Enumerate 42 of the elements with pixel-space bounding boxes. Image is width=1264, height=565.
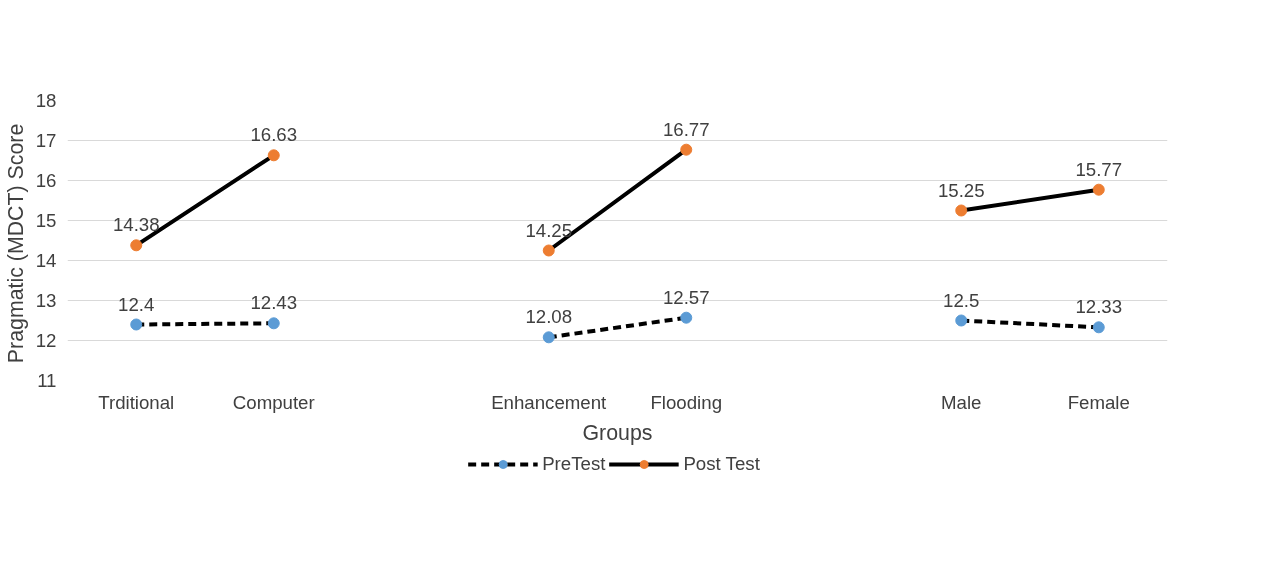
- y-tick-label: 11: [37, 370, 57, 391]
- data-label: 12.43: [250, 292, 298, 314]
- point: [955, 204, 968, 217]
- point: [267, 149, 280, 162]
- data-label: 12.5: [943, 289, 980, 311]
- point: [542, 331, 555, 344]
- point: [955, 314, 968, 327]
- x-tick-label: Enhancement: [491, 391, 608, 413]
- point: [680, 311, 693, 324]
- point: [680, 143, 693, 156]
- y-tick-label: 12: [35, 330, 57, 351]
- data-label: 16.63: [250, 124, 298, 146]
- y-axis-title: Pragmatic (MDCT) Score: [3, 123, 28, 364]
- y-tick-label: 13: [35, 290, 57, 311]
- data-label: 12.08: [525, 306, 573, 328]
- point: [1092, 183, 1105, 196]
- x-tick-label: Male: [941, 391, 982, 413]
- legend-label: Post Test: [683, 453, 760, 475]
- x-axis-title: Groups: [582, 420, 653, 445]
- data-label: 16.77: [662, 118, 710, 140]
- point: [542, 244, 555, 257]
- x-tick-label: Flooding: [650, 391, 723, 413]
- data-label: 14.25: [525, 219, 573, 241]
- x-tick-label: Computer: [232, 391, 315, 413]
- data-label: 12.33: [1075, 296, 1123, 318]
- point: [1092, 321, 1105, 334]
- point: [130, 318, 143, 331]
- y-tick-label: 16: [35, 170, 57, 191]
- y-tick-label: 18: [35, 90, 57, 111]
- x-tick-label: Female: [1067, 391, 1130, 413]
- y-tick-label: 14: [35, 250, 57, 271]
- legend-label: PreTest: [542, 453, 606, 475]
- point: [267, 317, 280, 330]
- data-label: 15.25: [937, 179, 985, 201]
- data-label: 15.77: [1075, 158, 1123, 180]
- data-label: 12.4: [118, 293, 155, 315]
- y-tick-label: 17: [35, 130, 57, 151]
- x-tick-label: Trditional: [98, 391, 175, 413]
- point: [130, 239, 143, 252]
- y-tick-label: 15: [35, 210, 57, 231]
- data-label: 14.38: [112, 214, 160, 236]
- data-label: 12.57: [662, 286, 710, 308]
